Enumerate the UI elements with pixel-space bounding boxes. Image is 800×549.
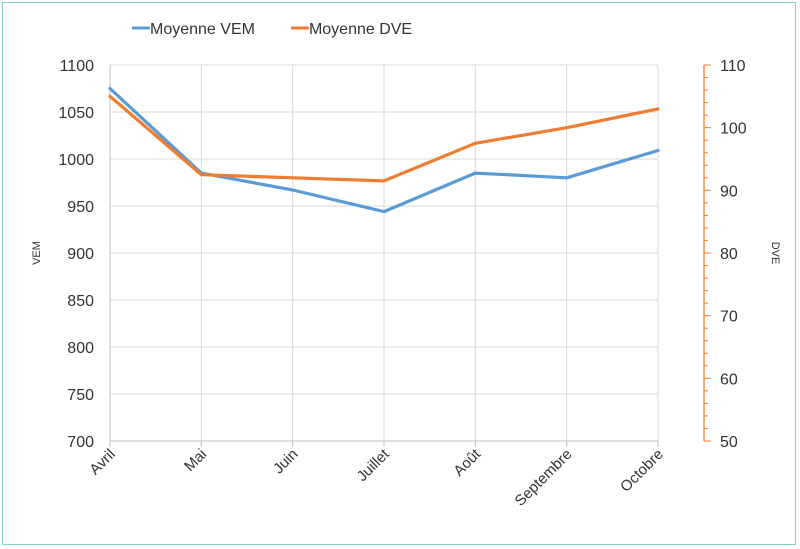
y-left-tick-label: 1100 xyxy=(60,58,95,75)
legend-label: Moyenne DVE xyxy=(309,21,412,38)
legend-label: Moyenne VEM xyxy=(150,21,255,38)
y-right-tick-label: 50 xyxy=(720,434,738,451)
y-right-tick-label: 100 xyxy=(720,121,747,138)
y-left-tick-label: 800 xyxy=(67,340,94,357)
x-tick-label: Septembre xyxy=(512,446,576,510)
y-left-tick-label: 850 xyxy=(67,293,94,310)
y-left-axis-title: VEM xyxy=(31,241,43,265)
x-tick-label: Octobre xyxy=(617,446,667,496)
y-right-axis-title: DVE xyxy=(769,242,781,265)
y-right-tick-label: 70 xyxy=(720,309,738,326)
y-left-tick-label: 1000 xyxy=(58,152,94,169)
y-right-tick-label: 90 xyxy=(720,183,738,200)
x-tick-label: Juin xyxy=(270,446,301,477)
y-left-tick-label: 750 xyxy=(67,387,94,404)
y-right-tick-label: 80 xyxy=(720,246,738,263)
x-tick-label: Août xyxy=(450,445,484,479)
y-right-tick-label: 60 xyxy=(720,371,738,388)
series-line-moyenne-dve xyxy=(108,94,660,183)
y-left-tick-label: 1050 xyxy=(58,105,94,122)
y-left-tick-label: 950 xyxy=(67,199,94,216)
y-right-tick-label: 110 xyxy=(720,58,746,75)
x-tick-label: Juillet xyxy=(354,445,394,485)
x-tick-label: Mai xyxy=(181,446,210,475)
y-left-tick-label: 900 xyxy=(67,246,94,263)
y-left-tick-label: 700 xyxy=(67,434,94,451)
